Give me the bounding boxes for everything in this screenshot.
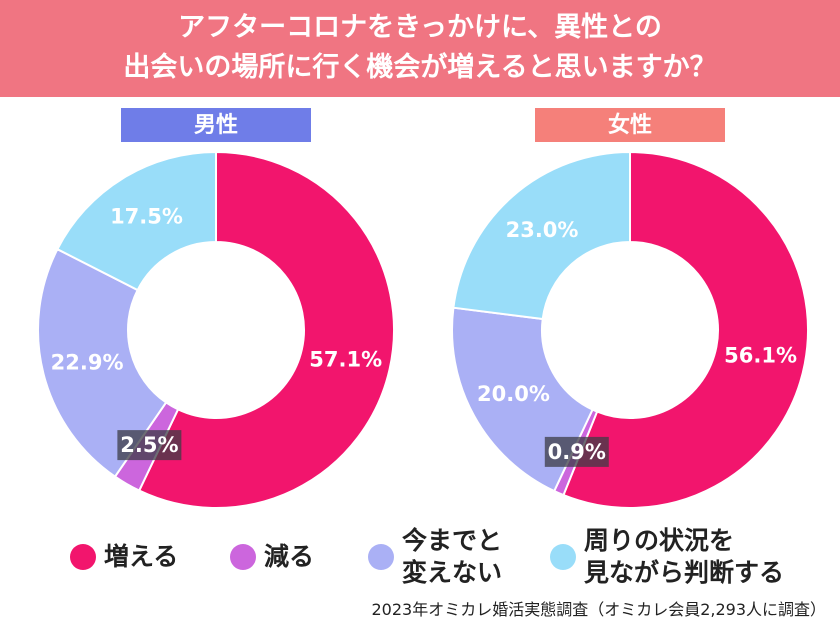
donut-slice <box>137 150 395 509</box>
legend-label: 周りの状況を 見ながら判断する <box>584 526 785 587</box>
legend-item: 今までと 変えない <box>368 522 502 592</box>
legend-item: 周りの状況を 見ながら判断する <box>550 522 784 592</box>
legend-label: 今までと 変えない <box>402 526 503 587</box>
value-label: 0.9% <box>548 440 606 464</box>
legend-swatch <box>368 544 394 570</box>
legend: 増える 減る 今までと 変えない 周りの状況を 見ながら判断する <box>0 522 840 592</box>
chart-title-box <box>121 108 311 142</box>
donut-slice <box>452 150 631 321</box>
value-label: 56.1% <box>724 343 797 367</box>
chart-title: 男性 <box>194 113 238 138</box>
header: アフターコロナをきっかけに、異性との 出会いの場所に行く機会が増えると思いますか… <box>0 0 840 97</box>
donut-slice <box>56 150 217 292</box>
legend-swatch <box>70 544 96 570</box>
chart-title-box <box>535 108 725 142</box>
charts: 男性 57.1% 2.5% 22.9% 17.5% 女性 56.1% 0.9% 20.0% 23.… <box>37 108 809 509</box>
donut-slice <box>562 150 809 509</box>
label-bg <box>117 430 182 461</box>
value-label: 20.0% <box>477 382 550 406</box>
legend-swatch <box>550 544 576 570</box>
value-label: 23.0% <box>506 218 579 242</box>
legend-label: 増える <box>104 542 179 571</box>
legend-item: 減る <box>230 522 314 592</box>
value-label: 2.5% <box>120 433 178 457</box>
value-label: 57.1% <box>309 347 382 371</box>
donut-slice <box>37 247 168 478</box>
legend-item: 増える <box>70 522 178 592</box>
value-label: 22.9% <box>51 351 124 375</box>
chart-title: 女性 <box>608 112 652 138</box>
label-bg <box>544 436 609 467</box>
value-label: 17.5% <box>110 205 183 229</box>
legend-label: 減る <box>264 542 315 571</box>
legend-swatch <box>230 544 256 570</box>
title: アフターコロナをきっかけに、異性との 出会いの場所に行く機会が増えると思いますか… <box>123 12 717 83</box>
source-note: 2023年オミカレ婚活実態調査（オミカレ会員2,293人に調査） <box>371 600 826 619</box>
